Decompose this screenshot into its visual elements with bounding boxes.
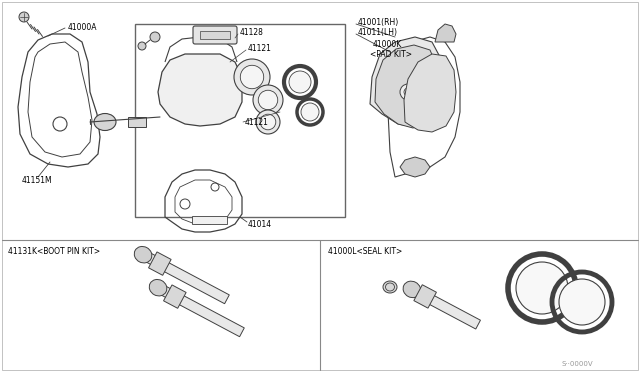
- Text: S··0000V: S··0000V: [562, 361, 594, 367]
- Text: 41121: 41121: [248, 44, 272, 52]
- FancyBboxPatch shape: [193, 26, 237, 44]
- Ellipse shape: [149, 279, 167, 296]
- Text: 41000A: 41000A: [68, 22, 97, 32]
- Polygon shape: [375, 45, 438, 128]
- Text: 41000L<SEAL KIT>: 41000L<SEAL KIT>: [328, 247, 403, 257]
- Bar: [192, 216, 227, 224]
- Circle shape: [260, 114, 276, 130]
- Ellipse shape: [134, 247, 152, 263]
- Circle shape: [240, 65, 264, 89]
- Polygon shape: [164, 285, 186, 308]
- Polygon shape: [148, 252, 171, 275]
- Circle shape: [234, 59, 270, 95]
- Polygon shape: [414, 285, 436, 308]
- Circle shape: [150, 32, 160, 42]
- Ellipse shape: [403, 281, 420, 298]
- Polygon shape: [404, 54, 456, 132]
- Ellipse shape: [383, 281, 397, 293]
- Polygon shape: [410, 285, 481, 329]
- Polygon shape: [435, 24, 456, 42]
- Circle shape: [400, 84, 416, 100]
- Text: 41131K<BOOT PIN KIT>: 41131K<BOOT PIN KIT>: [8, 247, 100, 257]
- Text: 41121: 41121: [245, 118, 269, 126]
- Text: <PAD KIT>: <PAD KIT>: [370, 49, 412, 58]
- Circle shape: [19, 12, 29, 22]
- Polygon shape: [400, 157, 430, 177]
- Polygon shape: [141, 250, 229, 304]
- Circle shape: [559, 279, 605, 325]
- Circle shape: [259, 90, 278, 110]
- Polygon shape: [158, 54, 242, 126]
- Text: 41014: 41014: [248, 219, 272, 228]
- Bar: [128, 117, 146, 127]
- Text: 41151M: 41151M: [22, 176, 52, 185]
- Polygon shape: [370, 37, 442, 127]
- Circle shape: [516, 262, 568, 314]
- Ellipse shape: [94, 113, 116, 131]
- Text: 41000K: 41000K: [373, 39, 403, 48]
- Circle shape: [289, 71, 311, 93]
- Text: 41011(LH): 41011(LH): [358, 28, 398, 36]
- Circle shape: [138, 42, 146, 50]
- Text: 41001(RH): 41001(RH): [358, 17, 399, 26]
- Bar: [135, 24, 345, 217]
- Polygon shape: [156, 283, 244, 337]
- Text: 41128: 41128: [240, 28, 264, 36]
- Circle shape: [253, 85, 283, 115]
- Circle shape: [301, 103, 319, 121]
- Circle shape: [256, 110, 280, 134]
- Bar: [200, 31, 230, 39]
